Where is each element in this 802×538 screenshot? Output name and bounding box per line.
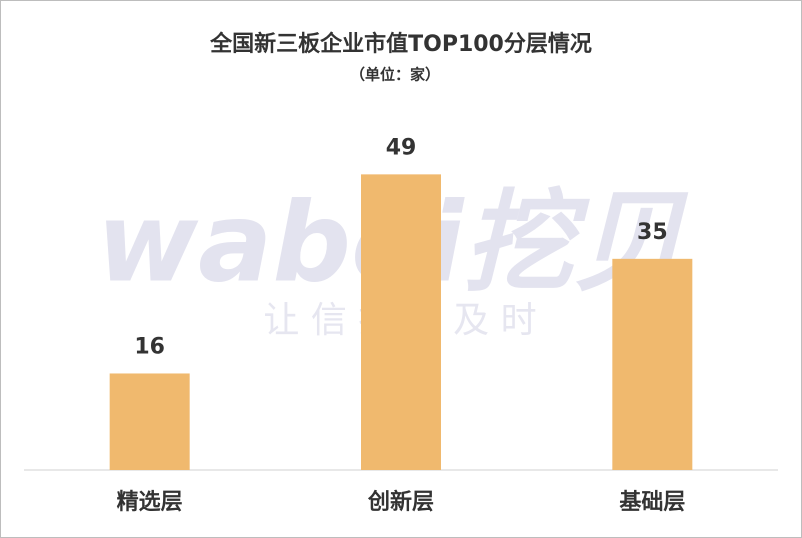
bar [361,174,441,470]
x-tick-label: 精选层 [117,489,183,515]
data-label: 16 [134,334,165,359]
bar [612,258,693,470]
x-tick-label: 创新层 [367,489,434,515]
x-tick-label: 基础层 [619,490,685,515]
data-label: 35 [637,220,668,245]
chart-subtitle: （单位：家） [350,66,440,84]
data-label: 49 [386,135,417,160]
chart-title: 全国新三板企业市值TOP100分层情况 [209,31,592,57]
bar [109,373,190,470]
